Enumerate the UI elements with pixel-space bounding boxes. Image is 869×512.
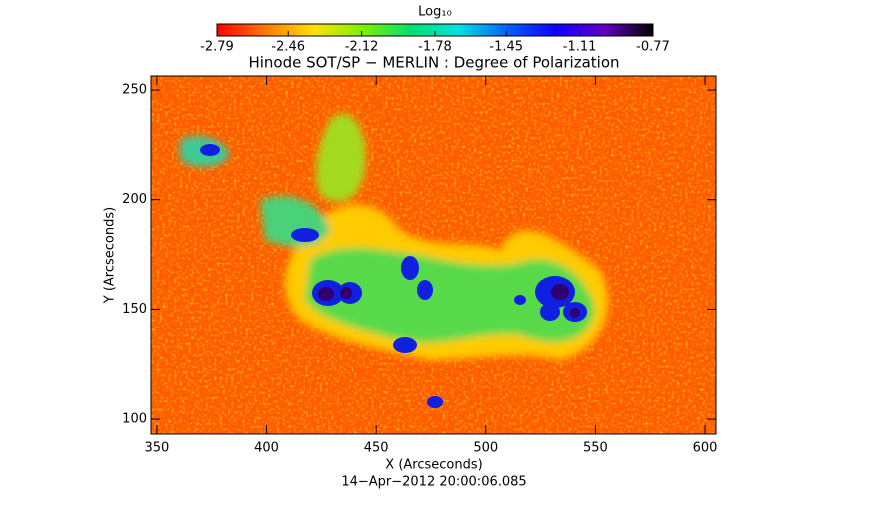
colorbar-tick-label: -1.45: [489, 40, 523, 55]
plot-frame: [150, 75, 717, 435]
y-tick-label: 250: [122, 83, 147, 98]
colorbar-label: Log₁₀: [418, 5, 452, 20]
image: [151, 76, 716, 434]
x-tick-label: 500: [473, 441, 498, 456]
colorbar-tick-label: -0.77: [636, 40, 670, 55]
y-tick-label: 100: [122, 412, 147, 427]
timestamp: 14−Apr−2012 20:00:06.085: [341, 475, 526, 490]
x-tick-label: 400: [254, 441, 279, 456]
y-tick-label: 200: [122, 192, 147, 207]
colorbar-tick-label: -2.46: [271, 40, 305, 55]
x-axis-label: X (Arcseconds): [385, 458, 482, 473]
chart-title: Hinode SOT/SP − MERLIN : Degree of Polar…: [248, 54, 619, 72]
colorbar-tick-label: -2.12: [345, 40, 379, 55]
y-tick-label: 150: [122, 302, 147, 317]
x-tick-label: 550: [583, 441, 608, 456]
colorbar-tick-label: -1.78: [418, 40, 452, 55]
colorbar-tick-label: -2.79: [200, 40, 234, 55]
x-tick-label: 350: [145, 441, 170, 456]
x-tick-label: 600: [693, 441, 718, 456]
colorbar-tick-label: -1.11: [563, 40, 597, 55]
y-axis-label: Y (Arcseconds): [103, 207, 118, 304]
x-tick-label: 450: [364, 441, 389, 456]
